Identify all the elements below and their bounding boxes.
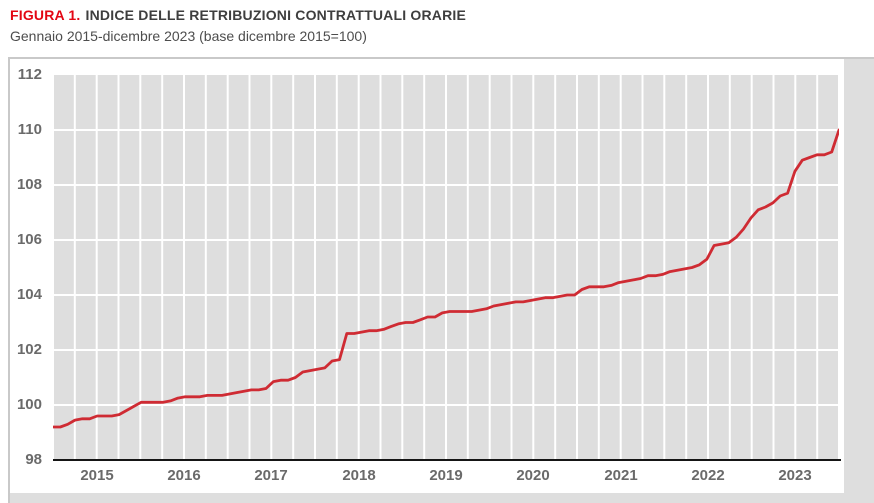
x-tick-2021: 2021 — [604, 467, 638, 484]
wage-index-line-chart — [53, 75, 839, 460]
y-tick-108: 108 — [16, 176, 42, 193]
x-axis-line — [53, 459, 841, 461]
bottom-gray-gutter — [10, 493, 874, 503]
figure-subtitle: Gennaio 2015-dicembre 2023 (base dicembr… — [10, 28, 367, 44]
x-tick-2023: 2023 — [778, 467, 812, 484]
y-tick-110: 110 — [17, 121, 42, 138]
y-tick-102: 102 — [16, 341, 42, 358]
figure-title: INDICE DELLE RETRIBUZIONI CONTRATTUALI O… — [85, 7, 467, 23]
x-tick-2016: 2016 — [167, 467, 201, 484]
x-tick-2015: 2015 — [80, 467, 114, 484]
x-tick-2019: 2019 — [429, 467, 463, 484]
figure-frame-left-border — [8, 57, 10, 503]
x-tick-2022: 2022 — [691, 467, 725, 484]
figure-header: FIGURA 1. INDICE DELLE RETRIBUZIONI CONTR… — [10, 7, 466, 23]
y-tick-112: 112 — [17, 66, 42, 83]
x-tick-2017: 2017 — [254, 467, 288, 484]
y-tick-106: 106 — [16, 231, 42, 248]
figure-frame-top-border — [8, 57, 874, 59]
y-tick-100: 100 — [16, 396, 42, 413]
chart-plot-area — [53, 75, 839, 460]
y-tick-104: 104 — [16, 286, 42, 303]
y-tick-98: 98 — [25, 451, 42, 468]
right-gray-gutter — [844, 59, 874, 503]
figure-label: FIGURA 1. — [10, 7, 81, 23]
x-tick-2018: 2018 — [342, 467, 376, 484]
x-tick-2020: 2020 — [516, 467, 550, 484]
